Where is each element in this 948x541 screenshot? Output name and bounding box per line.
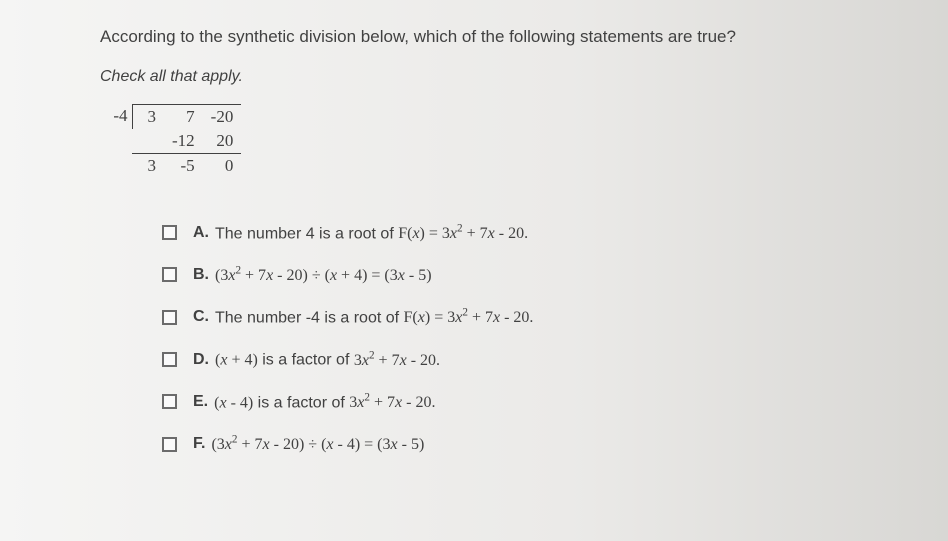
question-container: According to the synthetic division belo… <box>0 0 948 496</box>
option-f-math: (3x2 + 7x - 20) ÷ (x - 4) = (3x - 5) <box>211 436 424 453</box>
option-d-math2: 3x2 + 7x - 20. <box>354 352 440 369</box>
div-r2c1 <box>132 129 164 154</box>
option-e-text: (x - 4) is a factor of 3x2 + 7x - 20. <box>214 392 435 412</box>
option-b-text: (3x2 + 7x - 20) ÷ (x + 4) = (3x - 5) <box>215 265 432 285</box>
option-c-prefix: The number -4 is a root of <box>215 309 404 326</box>
option-c-text: The number -4 is a root of F(x) = 3x2 + … <box>215 307 533 327</box>
option-d-label: D. <box>193 351 209 369</box>
option-a-text: The number 4 is a root of F(x) = 3x2 + 7… <box>215 223 528 243</box>
option-d-text: (x + 4) is a factor of 3x2 + 7x - 20. <box>215 349 440 369</box>
option-d[interactable]: D. (x + 4) is a factor of 3x2 + 7x - 20. <box>162 349 848 369</box>
option-c[interactable]: C. The number -4 is a root of F(x) = 3x2… <box>162 307 848 327</box>
option-c-label: C. <box>193 308 209 326</box>
div-r3c0 <box>100 153 132 178</box>
option-e-suffix: is a factor of <box>253 394 349 411</box>
checkbox-d[interactable] <box>162 352 177 367</box>
option-c-math: F(x) = 3x2 + 7x - 20. <box>404 309 534 326</box>
synthetic-division: -4 3 7 -20 -12 20 3 -5 0 <box>100 104 241 178</box>
div-r2c3: 20 <box>203 129 242 154</box>
div-r1c1: 3 <box>132 104 164 129</box>
option-e-math2: 3x2 + 7x - 20. <box>349 394 435 411</box>
instruction-text: Check all that apply. <box>100 68 848 86</box>
div-r1c2: 7 <box>164 104 203 129</box>
checkbox-f[interactable] <box>162 437 177 452</box>
option-a-label: A. <box>193 224 209 242</box>
div-r3c1: 3 <box>132 153 164 178</box>
option-a-math: F(x) = 3x2 + 7x - 20. <box>398 225 528 242</box>
checkbox-e[interactable] <box>162 394 177 409</box>
option-a[interactable]: A. The number 4 is a root of F(x) = 3x2 … <box>162 223 848 243</box>
option-d-suffix: is a factor of <box>258 352 354 369</box>
div-r2c0 <box>100 129 132 154</box>
option-d-math1: (x + 4) <box>215 352 258 369</box>
option-b-label: B. <box>193 266 209 284</box>
checkbox-c[interactable] <box>162 310 177 325</box>
option-e[interactable]: E. (x - 4) is a factor of 3x2 + 7x - 20. <box>162 392 848 412</box>
option-f-text: (3x2 + 7x - 20) ÷ (x - 4) = (3x - 5) <box>211 434 424 454</box>
option-f[interactable]: F. (3x2 + 7x - 20) ÷ (x - 4) = (3x - 5) <box>162 434 848 454</box>
options-list: A. The number 4 is a root of F(x) = 3x2 … <box>100 223 848 455</box>
checkbox-b[interactable] <box>162 267 177 282</box>
option-e-math1: (x - 4) <box>214 394 253 411</box>
checkbox-a[interactable] <box>162 225 177 240</box>
div-r2c2: -12 <box>164 129 203 154</box>
option-b-math: (3x2 + 7x - 20) ÷ (x + 4) = (3x - 5) <box>215 267 432 284</box>
option-a-prefix: The number 4 is a root of <box>215 225 398 242</box>
option-b[interactable]: B. (3x2 + 7x - 20) ÷ (x + 4) = (3x - 5) <box>162 265 848 285</box>
div-r3c2: -5 <box>164 153 203 178</box>
div-r3c3: 0 <box>203 153 242 178</box>
divisor: -4 <box>100 104 132 129</box>
option-e-label: E. <box>193 393 208 411</box>
option-f-label: F. <box>193 435 205 453</box>
div-r1c3: -20 <box>203 104 242 129</box>
question-text: According to the synthetic division belo… <box>100 24 848 50</box>
